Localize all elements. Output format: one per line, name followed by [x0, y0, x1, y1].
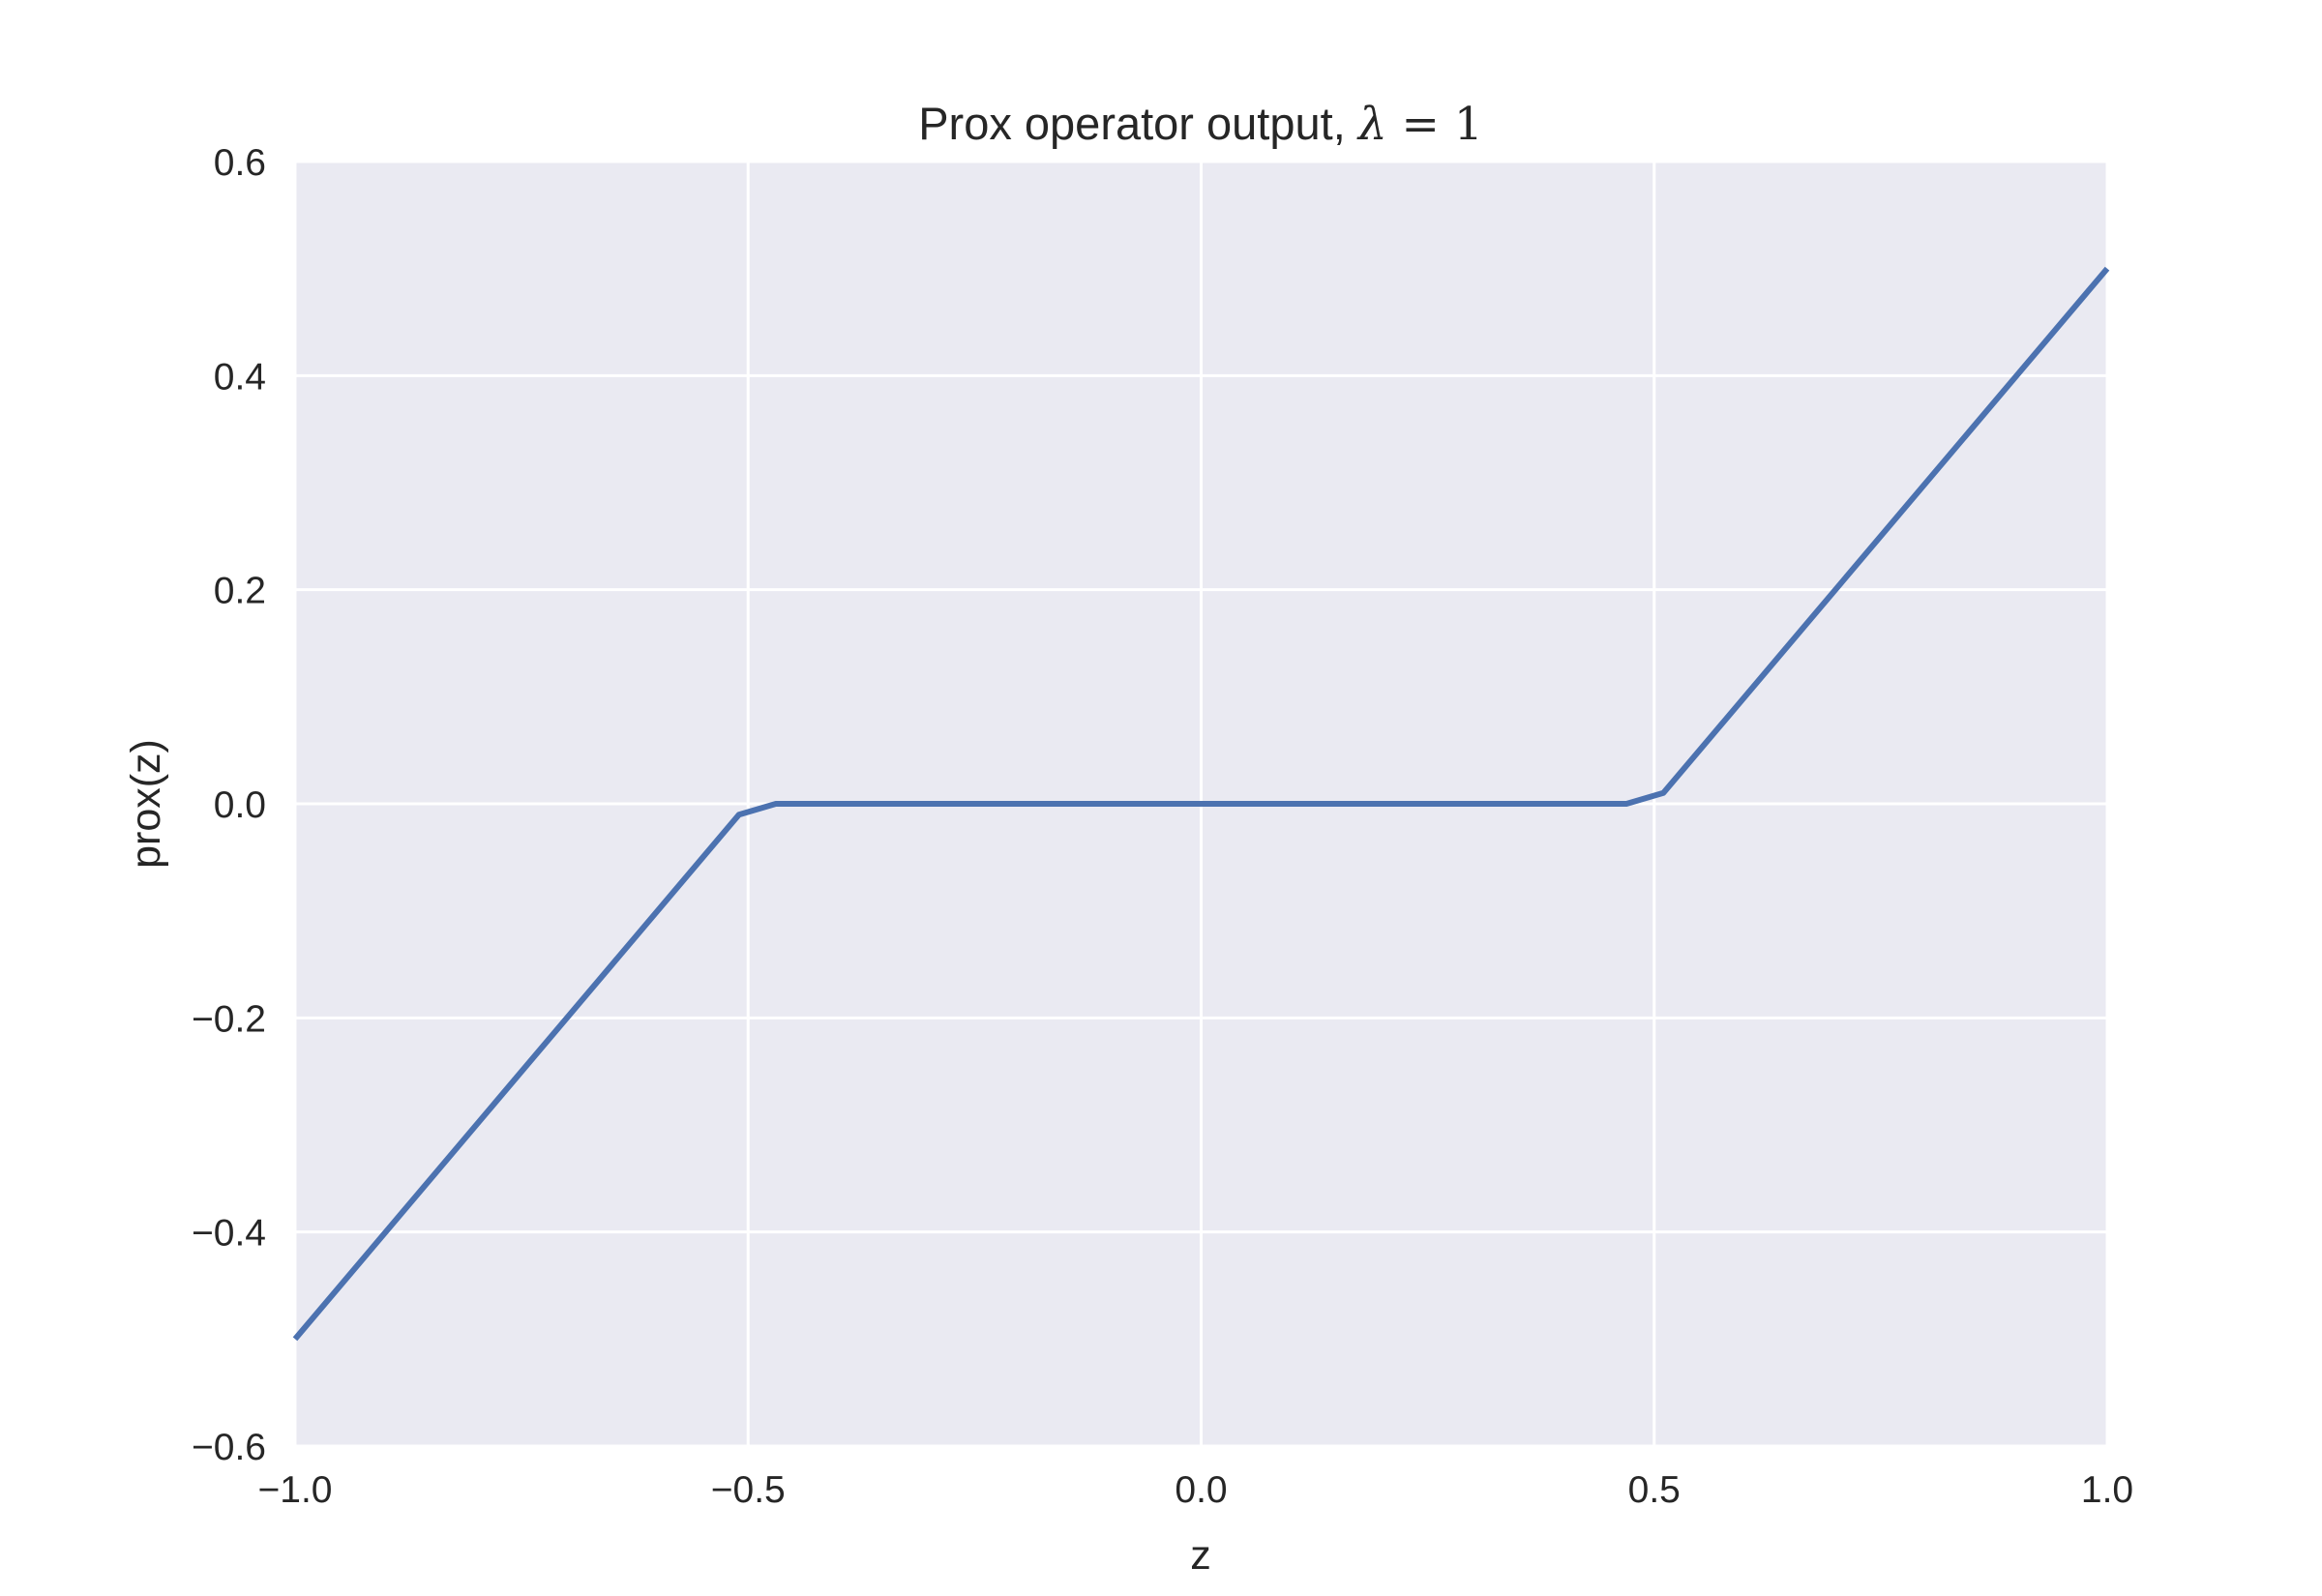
- y-tick-label: −0.6: [192, 1427, 266, 1468]
- chart-title-value: 1: [1454, 98, 1483, 151]
- chart-title-lambda: λ: [1356, 98, 1387, 151]
- series-layer: [292, 266, 2110, 1342]
- x-tick-label: 1.0: [2081, 1469, 2133, 1511]
- chart-title: Prox operator output, λ = 1: [918, 98, 1483, 151]
- series-line: [292, 266, 2110, 1342]
- x-tick-labels: −1.0 −0.5 0.0 0.5 1.0: [258, 1469, 2134, 1511]
- y-tick-label: 0.4: [214, 356, 266, 398]
- x-tick-label: 0.0: [1175, 1469, 1227, 1511]
- y-axis-label: prox(z): [123, 739, 169, 869]
- y-tick-label: −0.2: [192, 998, 266, 1040]
- y-tick-label: 0.0: [214, 784, 266, 826]
- x-axis-label: z: [1190, 1532, 1211, 1579]
- y-tick-label: 0.2: [214, 571, 266, 612]
- y-tick-labels: −0.6 −0.4 −0.2 0.0 0.2 0.4 0.6: [192, 142, 266, 1468]
- x-tick-label: −1.0: [258, 1469, 333, 1511]
- y-tick-label: 0.6: [214, 142, 266, 184]
- y-tick-label: −0.4: [192, 1213, 266, 1255]
- y-gridlines: [295, 160, 2107, 1448]
- x-tick-label: 0.5: [1628, 1469, 1681, 1511]
- chart-title-text: Prox operator output,: [918, 98, 1358, 149]
- chart-title-equals: =: [1387, 98, 1454, 151]
- x-tick-label: −0.5: [711, 1469, 786, 1511]
